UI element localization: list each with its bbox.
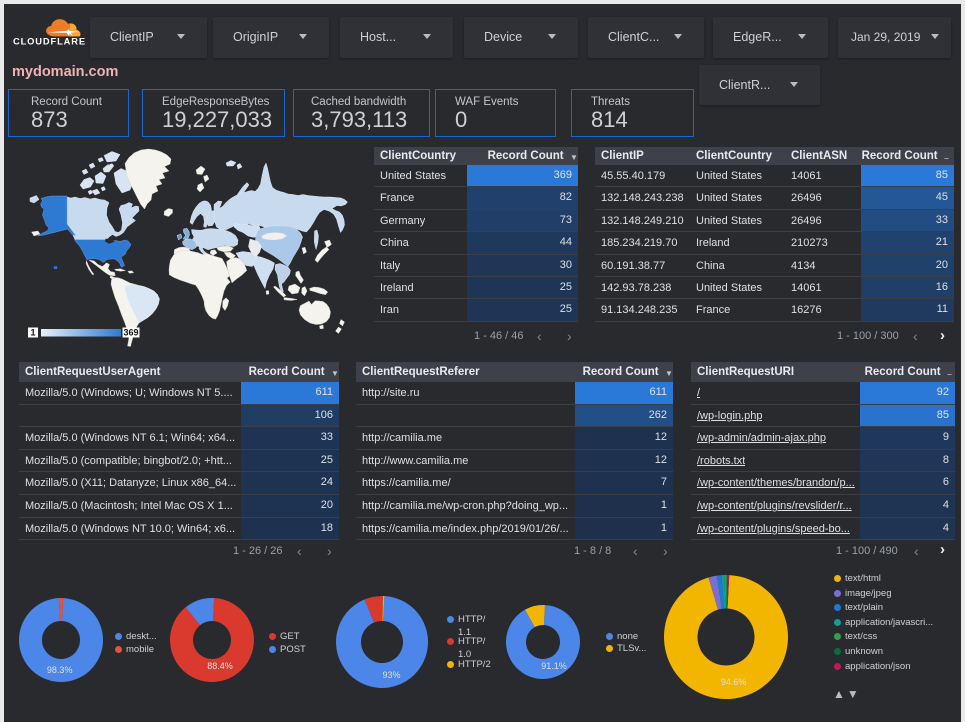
svg-text:369: 369 (123, 328, 138, 338)
svg-text:CLOUDFLARE: CLOUDFLARE (13, 37, 86, 47)
svg-text:1: 1 (30, 328, 35, 338)
